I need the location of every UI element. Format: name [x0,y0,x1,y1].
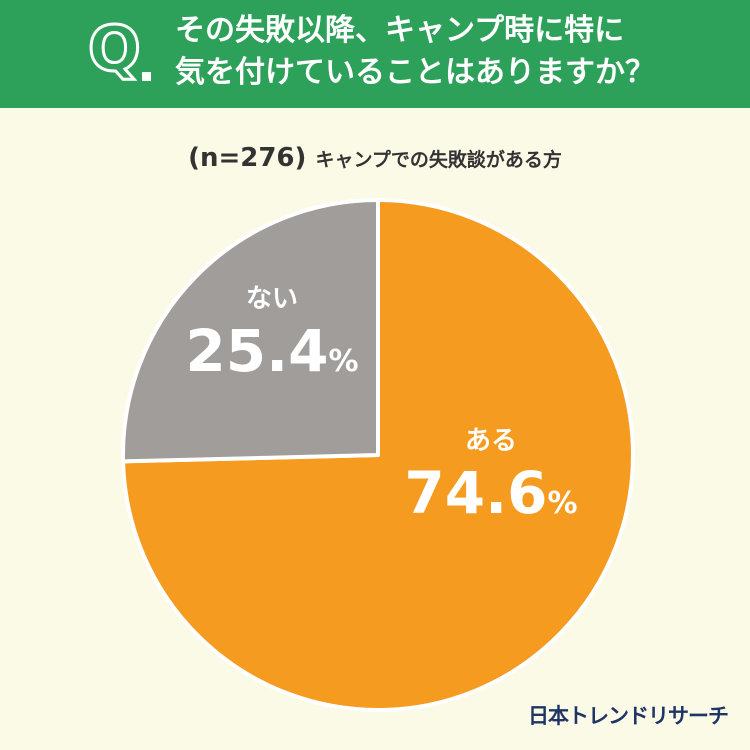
slice-value-nai: 25.4 [185,317,329,385]
sample-size: (n=276) [188,143,307,173]
slice-value-aru: 74.6 [404,459,548,527]
chart-subtitle: (n=276) キャンプでの失敗談がある方 [0,143,750,173]
slice-percent-nai: 25.4% [182,322,362,380]
brand-logo: 日本トレンドリサーチ [528,704,729,728]
slice-label-aru: ある 74.6% [401,428,581,522]
slice-percent-aru: 74.6% [401,464,581,522]
slice-label-nai: ない 25.4% [182,286,362,380]
slice-category-aru: ある [464,426,517,456]
q-dot-icon [142,72,151,81]
slice-category-nai: ない [245,284,298,314]
percent-sign: % [547,486,578,521]
pie-slice-nai [121,198,380,464]
percent-sign: % [328,344,359,379]
question-line-1: その失敗以降、キャンプ時に特に [175,13,625,48]
sample-population: キャンプでの失敗談がある方 [315,149,562,171]
question-line-2: 気を付けていることはありますか？ [175,55,655,90]
q-icon: Q [87,12,143,85]
question-header: Q その失敗以降、キャンプ時に特に 気を付けていることはありますか？ [0,0,750,108]
